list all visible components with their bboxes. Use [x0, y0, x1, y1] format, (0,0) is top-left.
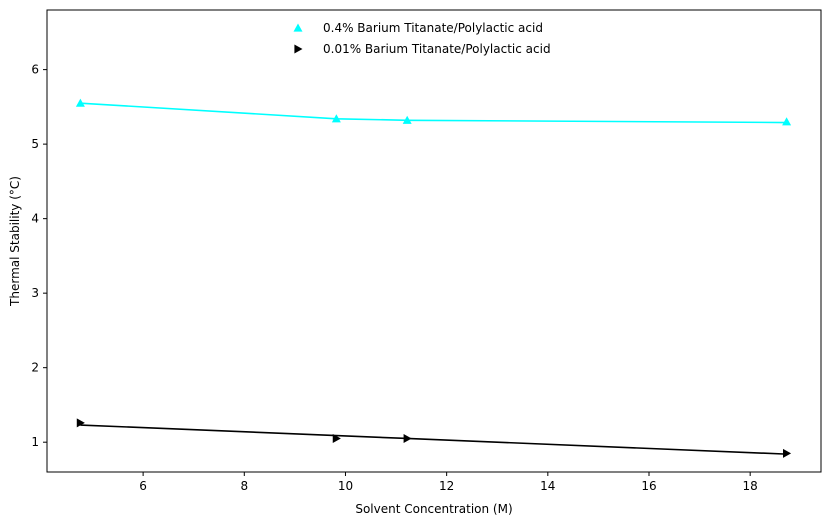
legend-marker-1: [293, 23, 303, 32]
y-tick-label: 5: [31, 137, 39, 151]
series-1-line: [80, 102, 787, 124]
series-1: [75, 98, 792, 126]
y-tick-label: 3: [31, 286, 39, 300]
series-2-point: [403, 433, 412, 443]
legend-label-2: 0.01% Barium Titanate/Polylactic acid: [323, 42, 551, 56]
series-1-point: [75, 98, 85, 107]
series-2: [76, 418, 792, 458]
y-tick-label: 1: [31, 435, 39, 449]
y-tick-label: 2: [31, 361, 39, 375]
series-1-point: [782, 117, 792, 126]
x-axis-label: Solvent Concentration (M): [355, 502, 512, 516]
series-2-point: [783, 448, 792, 458]
x-tick-label: 8: [240, 479, 248, 493]
x-tick-label: 10: [338, 479, 353, 493]
legend-marker-2: [294, 44, 303, 54]
x-tick-label: 16: [641, 479, 656, 493]
y-axis-ticks: 1 2 3 4 5 6: [31, 63, 47, 449]
x-axis-ticks: 6 8 10 12 14 16 18: [139, 472, 758, 493]
series-2-point: [332, 433, 341, 443]
y-axis-label: Thermal Stability (°C): [8, 176, 22, 307]
legend-label-1: 0.4% Barium Titanate/Polylactic acid: [323, 21, 543, 35]
y-tick-label: 4: [31, 212, 39, 226]
series-layer: [75, 98, 792, 458]
y-tick-label: 6: [31, 63, 39, 77]
series-1-point: [331, 114, 341, 123]
x-tick-label: 18: [743, 479, 758, 493]
legend: 0.4% Barium Titanate/Polylactic acid 0.01…: [293, 21, 551, 56]
x-tick-label: 6: [139, 479, 147, 493]
plot-frame: [46, 9, 822, 473]
x-tick-label: 14: [540, 479, 555, 493]
x-tick-label: 12: [439, 479, 454, 493]
series-2-point: [76, 418, 85, 428]
series-1-point: [402, 115, 412, 124]
